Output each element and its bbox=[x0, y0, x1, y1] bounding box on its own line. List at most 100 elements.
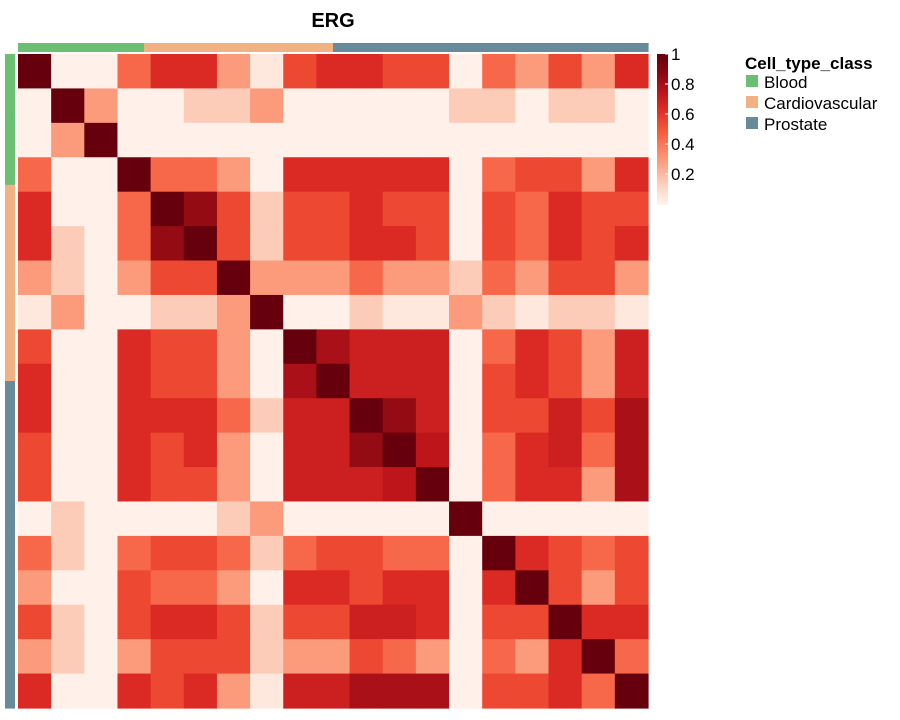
heatmap-cell-r12-c2 bbox=[84, 467, 119, 503]
colorbar-segment bbox=[657, 59, 668, 63]
colorbar-segment bbox=[657, 166, 668, 170]
colorbar-segment bbox=[657, 174, 668, 178]
legend-title: Cell_type_class bbox=[745, 54, 873, 73]
heatmap-cell-r1-c14 bbox=[482, 88, 516, 124]
heatmap-cell-r1-c10 bbox=[349, 88, 384, 124]
heatmap-cell-r6-c1 bbox=[51, 260, 85, 296]
heatmap-cell-r10-c5 bbox=[183, 398, 218, 434]
heatmap-cell-r14-c2 bbox=[84, 535, 119, 571]
heatmap-cell-r7-c1 bbox=[51, 294, 85, 330]
heatmap-cell-r1-c1 bbox=[51, 88, 85, 124]
heatmap-cell-r0-c6 bbox=[216, 54, 251, 90]
colorbar-segment bbox=[657, 69, 668, 73]
heatmap-cell-r10-c4 bbox=[150, 398, 185, 434]
heatmap-cell-r7-c9 bbox=[316, 294, 351, 330]
heatmap-cell-r10-c2 bbox=[84, 398, 119, 434]
heatmap-cell-r5-c15 bbox=[515, 226, 550, 262]
heatmap-cell-r10-c15 bbox=[515, 398, 550, 434]
heatmap-cell-r9-c1 bbox=[51, 363, 85, 399]
heatmap-cell-r2-c8 bbox=[283, 122, 318, 158]
heatmap-cell-r15-c0 bbox=[18, 570, 52, 606]
heatmap-cell-r4-c5 bbox=[183, 191, 218, 227]
heatmap-cell-r3-c14 bbox=[482, 157, 516, 193]
heatmap-cell-r2-c2 bbox=[84, 122, 119, 158]
heatmap-cell-r12-c4 bbox=[150, 467, 185, 503]
row-annotation-prostate bbox=[5, 381, 15, 415]
heatmap-cell-r6-c15 bbox=[515, 260, 550, 296]
heatmap-cell-r8-c17 bbox=[581, 329, 616, 365]
heatmap-cell-r14-c13 bbox=[449, 535, 483, 571]
heatmap-cell-r13-c15 bbox=[515, 501, 550, 537]
colorbar-segment bbox=[657, 141, 668, 145]
heatmap-cell-r18-c13 bbox=[449, 673, 483, 709]
colorbar-segment bbox=[657, 124, 668, 128]
colorbar-segment bbox=[657, 111, 668, 115]
heatmap-cell-r4-c4 bbox=[150, 191, 185, 227]
heatmap-cell-r16-c3 bbox=[117, 604, 152, 640]
colorbar-segment bbox=[657, 81, 668, 85]
colorbar-segment bbox=[657, 134, 668, 138]
heatmap-cell-r4-c7 bbox=[250, 191, 284, 227]
heatmap-cell-r14-c5 bbox=[183, 535, 218, 571]
heatmap-cell-r0-c13 bbox=[449, 54, 483, 90]
colorbar-segment bbox=[657, 94, 668, 98]
heatmap-cell-r18-c3 bbox=[117, 673, 152, 709]
heatmap-cell-r8-c9 bbox=[316, 329, 351, 365]
heatmap-cell-r11-c8 bbox=[283, 432, 318, 468]
heatmap-cell-r9-c13 bbox=[449, 363, 483, 399]
colorbar-segment bbox=[657, 191, 668, 195]
heatmap-cell-r18-c18 bbox=[614, 673, 649, 709]
colorbar-tick-label: 0.6 bbox=[671, 105, 695, 124]
heatmap-cell-r17-c3 bbox=[117, 639, 152, 675]
colorbar-segment bbox=[657, 154, 668, 158]
colorbar-segment bbox=[657, 129, 668, 133]
colorbar-segment bbox=[657, 101, 668, 105]
heatmap-cell-r2-c16 bbox=[548, 122, 583, 158]
colorbar-segment bbox=[657, 139, 668, 143]
heatmap-cell-r18-c5 bbox=[183, 673, 218, 709]
heatmap-cell-r1-c17 bbox=[581, 88, 616, 124]
colorbar-segment bbox=[657, 149, 668, 153]
column-annotation-cardiovascular bbox=[207, 43, 240, 52]
heatmap-cell-r9-c8 bbox=[283, 363, 318, 399]
heatmap-cell-r6-c7 bbox=[250, 260, 284, 296]
heatmap-cell-r3-c17 bbox=[581, 157, 616, 193]
heatmap-cell-r6-c14 bbox=[482, 260, 516, 296]
heatmap-cell-r5-c8 bbox=[283, 226, 318, 262]
heatmap-cell-r5-c1 bbox=[51, 226, 85, 262]
heatmap-cell-r2-c0 bbox=[18, 122, 52, 158]
legend-label-blood: Blood bbox=[764, 73, 807, 92]
heatmap-cell-r15-c7 bbox=[250, 570, 284, 606]
heatmap-cell-r8-c10 bbox=[349, 329, 384, 365]
heatmap-cell-r10-c3 bbox=[117, 398, 152, 434]
heatmap-cell-r1-c7 bbox=[250, 88, 284, 124]
colorbar-segment bbox=[657, 116, 668, 120]
heatmap-cell-r13-c6 bbox=[216, 501, 251, 537]
column-annotation-prostate bbox=[522, 43, 555, 52]
row-annotation-prostate bbox=[5, 577, 15, 611]
heatmap-cell-r3-c7 bbox=[250, 157, 284, 193]
heatmap-cell-r17-c4 bbox=[150, 639, 185, 675]
heatmap-cell-r17-c11 bbox=[382, 639, 417, 675]
heatmap-cell-r8-c18 bbox=[614, 329, 649, 365]
heatmap-cell-r15-c6 bbox=[216, 570, 251, 606]
heatmap-cell-r16-c0 bbox=[18, 604, 52, 640]
colorbar-segment bbox=[657, 119, 668, 123]
heatmap-cell-r14-c17 bbox=[581, 535, 616, 571]
colorbar-segment bbox=[657, 71, 668, 75]
heatmap-cell-r13-c14 bbox=[482, 501, 516, 537]
colorbar-tick-label: 1 bbox=[671, 45, 680, 64]
heatmap-cell-r14-c6 bbox=[216, 535, 251, 571]
heatmap-cell-r15-c8 bbox=[283, 570, 318, 606]
heatmap-cell-r10-c9 bbox=[316, 398, 351, 434]
heatmap-cell-r5-c9 bbox=[316, 226, 351, 262]
colorbar-segment bbox=[657, 181, 668, 185]
heatmap-cell-r6-c2 bbox=[84, 260, 119, 296]
legend-label-cardiovascular: Cardiovascular bbox=[764, 94, 878, 113]
heatmap-cell-r2-c6 bbox=[216, 122, 251, 158]
chart-title: ERG bbox=[311, 10, 354, 32]
colorbar-segment bbox=[657, 151, 668, 155]
heatmap-cell-r7-c17 bbox=[581, 294, 616, 330]
heatmap-cell-r8-c1 bbox=[51, 329, 85, 365]
